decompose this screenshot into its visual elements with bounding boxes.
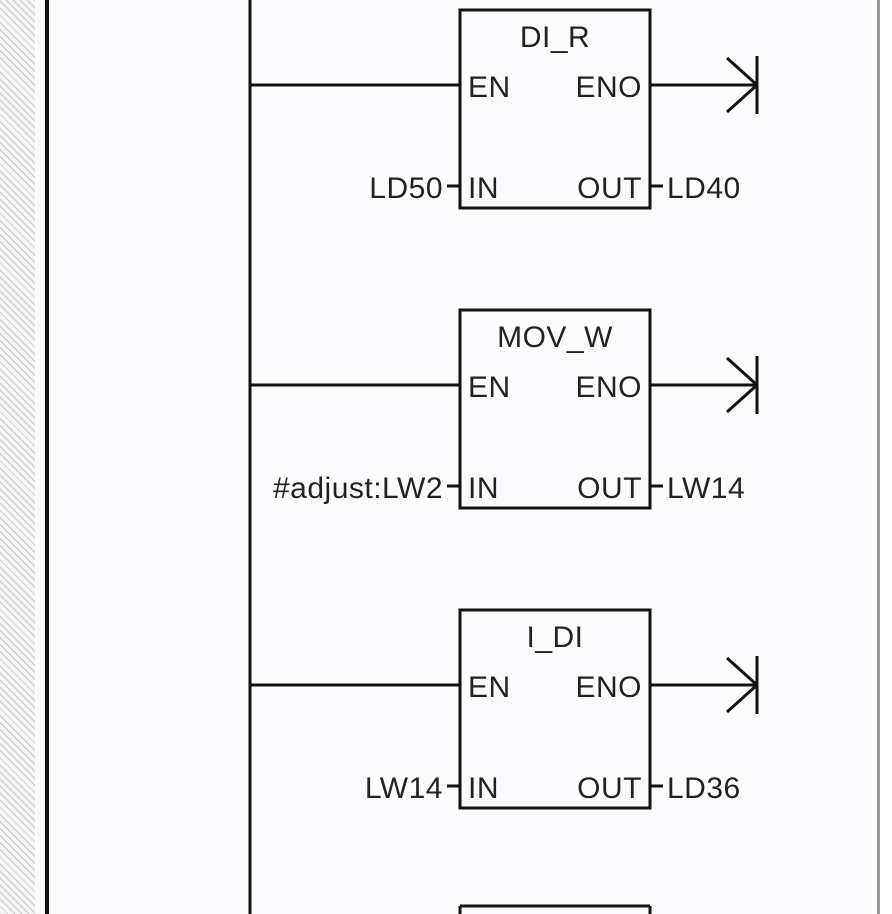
diagram-canvas: DI_R EN ENO LD50 IN OUT LD40 — [35, 0, 880, 914]
block-title: MOV_W — [497, 321, 613, 354]
port-in: IN — [468, 172, 499, 205]
block-title: I_DI — [526, 621, 583, 654]
block-di-r: DI_R EN ENO LD50 IN OUT LD40 — [250, 10, 757, 208]
ladder-svg: DI_R EN ENO LD50 IN OUT LD40 — [35, 0, 877, 914]
port-out: OUT — [577, 172, 642, 205]
block-mov-w: MOV_W EN ENO #adjust:LW2 IN OUT LW14 — [250, 310, 757, 508]
param-out: LD36 — [667, 772, 741, 805]
block-partial — [460, 906, 650, 914]
param-in: LD50 — [369, 172, 443, 205]
param-in: LW14 — [365, 772, 443, 805]
port-en: EN — [468, 671, 511, 704]
port-out: OUT — [577, 772, 642, 805]
port-out: OUT — [577, 472, 642, 505]
block-title: DI_R — [520, 21, 590, 54]
port-eno: ENO — [575, 371, 642, 404]
port-eno: ENO — [575, 71, 642, 104]
param-out: LD40 — [667, 172, 741, 205]
block-i-di: I_DI EN ENO LW14 IN OUT LD36 — [250, 610, 757, 808]
param-in: #adjust:LW2 — [273, 472, 443, 505]
port-eno: ENO — [575, 671, 642, 704]
port-en: EN — [468, 71, 511, 104]
margin-hatch — [0, 0, 35, 914]
param-out: LW14 — [667, 472, 745, 505]
port-en: EN — [468, 371, 511, 404]
port-in: IN — [468, 472, 499, 505]
port-in: IN — [468, 772, 499, 805]
